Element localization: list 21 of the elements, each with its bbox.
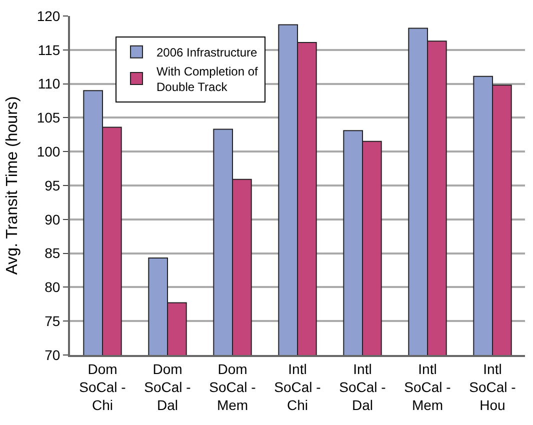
y-tick-label: 115 — [38, 42, 60, 58]
y-tick-label: 110 — [38, 76, 60, 92]
x-tick-label: Dom SoCal - Chi — [79, 360, 126, 414]
y-tick-label: 95 — [44, 177, 60, 194]
y-tick-label: 120 — [36, 8, 60, 24]
y-tick-label: 105 — [36, 110, 60, 126]
y-tick-label: 80 — [44, 279, 60, 296]
y-tick-label: 70 — [44, 346, 60, 363]
x-tick-label: Dom SoCal - Mem — [209, 360, 256, 414]
x-tick-label: Intl SoCal - Chi — [274, 360, 322, 414]
legend-label: 2006 Infrastructure — [156, 46, 258, 60]
x-tick-label: Intl SoCal - Dal — [339, 360, 386, 414]
y-tick-label: 85 — [44, 245, 60, 262]
y-axis-title: Avg. Transit Time (hours) — [4, 96, 22, 275]
y-tick-label: 100 — [36, 144, 60, 160]
x-tick-label: Intl SoCal - Hou — [469, 360, 516, 414]
x-tick-label: Dom SoCal - Dal — [144, 360, 192, 414]
x-tick-label: Intl SoCal - Mem — [404, 360, 452, 414]
legend-label: With Completion of Double Track — [156, 64, 259, 94]
y-tick-label: 75 — [44, 313, 60, 329]
y-tick-label: 90 — [44, 211, 60, 228]
